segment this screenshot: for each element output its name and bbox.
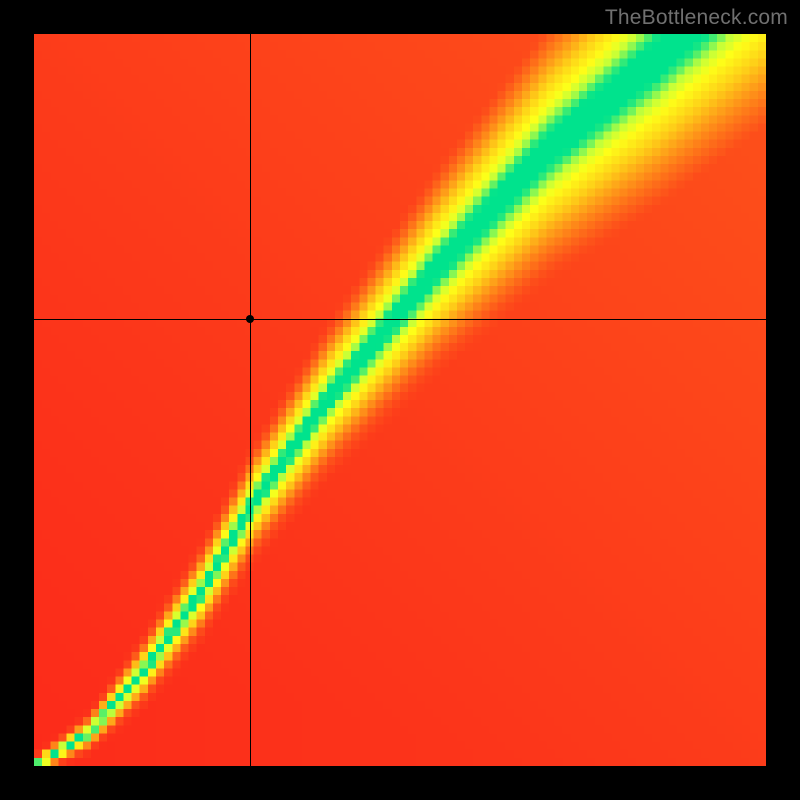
heatmap-canvas xyxy=(34,34,766,766)
plot-area xyxy=(34,34,766,766)
crosshair-vertical xyxy=(250,34,251,766)
crosshair-horizontal xyxy=(34,319,766,320)
chart-outer xyxy=(0,0,800,800)
watermark-text: TheBottleneck.com xyxy=(605,6,788,30)
